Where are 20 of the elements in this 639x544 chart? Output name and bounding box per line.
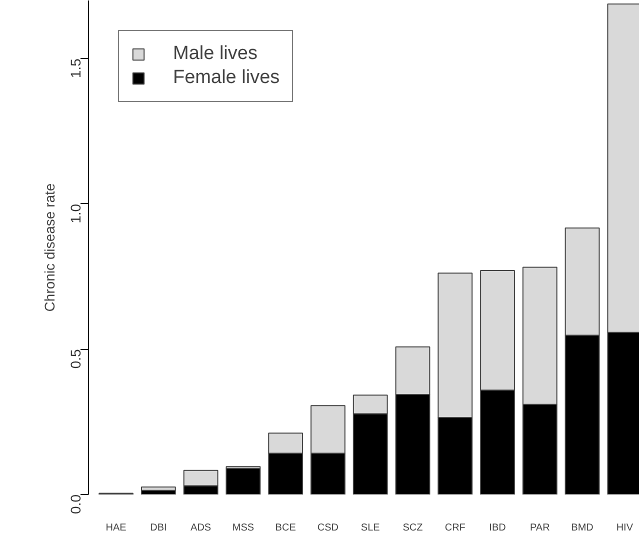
x-tick-label: ADS: [190, 522, 212, 534]
x-tick-label: CSD: [317, 522, 339, 534]
y-tick-label: 1.0: [68, 204, 84, 224]
x-tick-label: HAE: [106, 522, 127, 534]
y-tick-label: 0.5: [68, 348, 84, 369]
legend-label: Male lives: [173, 43, 258, 65]
y-axis-title: Chronic disease rate: [42, 183, 58, 312]
y-tick-label: 1.5: [68, 58, 84, 78]
legend-label: Female lives: [173, 67, 280, 89]
y-tick-label: 0.0: [68, 494, 84, 514]
x-tick-label: PAR: [530, 522, 550, 534]
x-tick-label: SLE: [360, 522, 380, 534]
x-tick-label: DBI: [150, 522, 167, 534]
x-tick-label: CRF: [444, 522, 466, 534]
x-tick-label: BCE: [275, 522, 296, 534]
x-tick-label: BMD: [571, 522, 594, 534]
x-tick-label: SCZ: [402, 522, 423, 534]
x-tick-label: IBD: [489, 522, 506, 534]
x-tick-label: HIV: [616, 522, 634, 534]
x-tick-label: MSS: [232, 522, 254, 534]
